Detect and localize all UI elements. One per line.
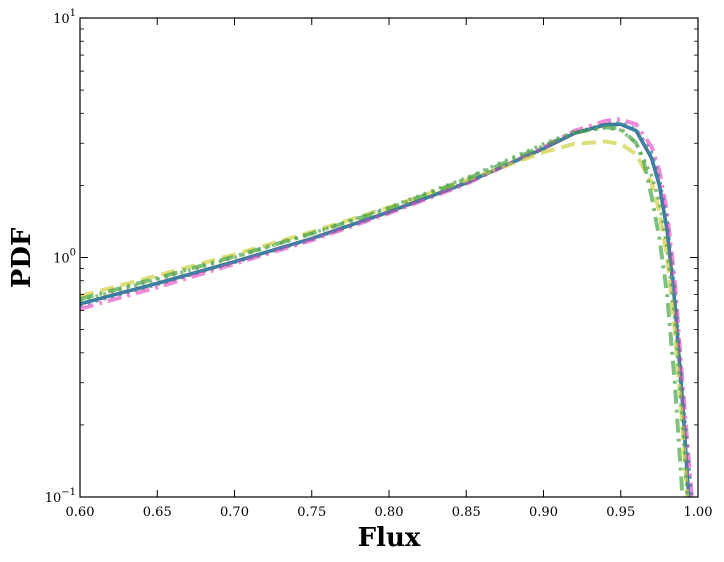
- y-axis-label: PDF: [7, 227, 37, 288]
- x-tick-label: 0.75: [297, 505, 326, 520]
- series-line-6: [80, 126, 689, 497]
- y-tick-label: 100: [53, 248, 76, 267]
- x-tick-label: 1.00: [684, 505, 713, 520]
- series-line-1: [80, 122, 691, 497]
- x-tick-label: 0.95: [606, 505, 635, 520]
- series-line-7: [80, 121, 694, 497]
- x-tick-label: 0.70: [220, 505, 249, 520]
- series-line-5: [80, 125, 685, 497]
- series-line-3: [80, 117, 694, 497]
- x-axis-label: Flux: [358, 523, 421, 553]
- x-tick-label: 0.60: [66, 505, 95, 520]
- y-tick-label: 101: [53, 8, 76, 27]
- ticks-layer: 0.60 0.65 0.70 0.75 0.80 0.85 0.90 0.95 1.00 10−1…: [45, 8, 713, 520]
- series-line-4: [80, 139, 690, 497]
- plot-frame: [79, 17, 699, 498]
- x-tick-label: 0.65: [143, 505, 172, 520]
- y-tick-label: 10−1: [45, 487, 76, 506]
- x-tick-label: 0.80: [375, 505, 404, 520]
- series-line-2: [80, 123, 690, 497]
- x-tick-label: 0.85: [452, 505, 481, 520]
- x-tick-label: 0.90: [529, 505, 558, 520]
- series-layer: [80, 117, 694, 497]
